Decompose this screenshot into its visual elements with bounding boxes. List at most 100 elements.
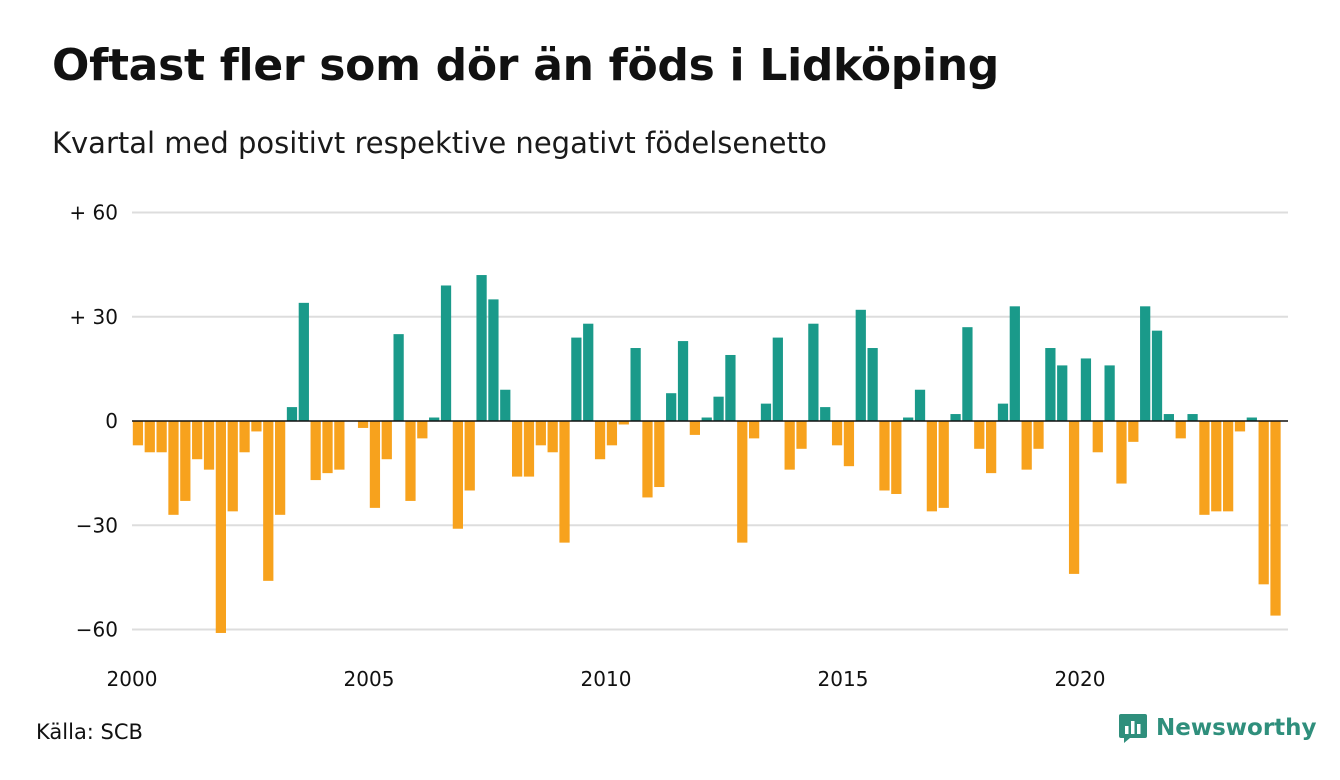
bar-positive [820, 407, 831, 421]
bar-negative [938, 421, 949, 508]
bar-negative [156, 421, 167, 453]
grid-lines [132, 211, 1288, 631]
bar-negative [547, 421, 558, 453]
bar-positive [701, 417, 712, 421]
bar-positive [440, 285, 452, 422]
bar-positive [997, 403, 1009, 422]
bars [132, 275, 1281, 633]
bar-negative [523, 421, 535, 477]
bar-negative [642, 421, 653, 498]
bar-negative [132, 421, 144, 446]
x-tick-label: 2020 [1055, 667, 1106, 691]
bar-negative [891, 421, 902, 494]
bar-positive [500, 389, 511, 422]
bar-negative [1211, 421, 1222, 512]
bar-negative [512, 421, 523, 477]
bar-positive [760, 403, 772, 422]
bar-negative [618, 421, 629, 425]
newsworthy-logo-icon [1119, 714, 1147, 743]
bar-positive [725, 354, 736, 422]
bar-positive [867, 348, 878, 421]
bar-positive [962, 327, 973, 422]
bar-positive [1104, 365, 1115, 421]
bar-negative [203, 421, 215, 470]
y-axis-ticks: + 60 + 30 0 −30 −60 [69, 201, 118, 642]
y-tick-label: + 60 [69, 201, 118, 225]
bar-positive [476, 275, 487, 421]
y-tick-label: + 30 [69, 305, 118, 329]
y-tick-label: −60 [76, 618, 118, 642]
bar-positive [630, 348, 641, 421]
bar-positive [298, 302, 309, 421]
x-tick-label: 2005 [344, 667, 395, 691]
bar-negative [1270, 421, 1281, 616]
bar-negative [417, 421, 428, 439]
bar-negative [986, 421, 997, 474]
bar-negative [1033, 421, 1044, 449]
bar-positive [914, 389, 926, 422]
brand-name: Newsworthy [1156, 715, 1317, 741]
bar-positive [1187, 414, 1198, 421]
bar-negative [1258, 421, 1269, 585]
bar-positive [1045, 348, 1056, 421]
bar-negative [1199, 421, 1210, 515]
bar-negative [144, 421, 155, 453]
bar-positive [286, 407, 298, 421]
bar-negative [926, 421, 937, 512]
bar-positive [666, 393, 677, 421]
bar-positive [571, 337, 582, 421]
bar-positive [677, 341, 689, 421]
bar-negative [275, 421, 286, 515]
bar-negative [168, 421, 179, 515]
bar-positive [1246, 417, 1257, 421]
bar-negative [879, 421, 890, 491]
bar-positive [903, 417, 914, 421]
bar-negative [1234, 421, 1246, 432]
x-tick-label: 2000 [107, 667, 158, 691]
bar-negative [594, 421, 606, 460]
bar-negative [784, 421, 795, 470]
bar-negative [654, 421, 665, 488]
bar-positive [950, 414, 961, 421]
bar-negative [535, 421, 546, 446]
bar-negative [369, 421, 381, 508]
x-tick-label: 2010 [581, 667, 632, 691]
bar-negative [452, 421, 463, 529]
bar-positive [1009, 306, 1020, 421]
bar-negative [1092, 421, 1103, 453]
bar-positive [583, 323, 594, 421]
y-tick-label: −30 [76, 513, 118, 537]
bar-negative [334, 421, 345, 470]
bar-positive [393, 334, 404, 422]
bar-negative [227, 421, 238, 512]
chart-title: Oftast fler som dör än föds i Lidköping [52, 40, 999, 91]
bar-negative [843, 421, 855, 467]
bar-negative [689, 421, 700, 435]
bar-positive [713, 396, 724, 421]
bar-positive [1151, 330, 1163, 421]
bar-negative [215, 421, 226, 633]
bar-negative [322, 421, 333, 474]
bar-negative [357, 421, 369, 428]
x-tick-label: 2015 [818, 667, 869, 691]
y-tick-label: 0 [105, 409, 118, 433]
newsworthy-brand: Newsworthy [1118, 712, 1317, 744]
bar-positive [772, 337, 783, 421]
bar-negative [831, 421, 843, 446]
bar-positive [1140, 306, 1151, 421]
bar-positive [808, 323, 819, 421]
bar-positive [429, 417, 440, 421]
bar-positive [1080, 358, 1092, 421]
bar-negative [749, 421, 760, 439]
bar-negative [1175, 421, 1186, 439]
bar-negative [974, 421, 985, 449]
bar-positive [1057, 365, 1068, 421]
bar-negative [263, 421, 274, 581]
bar-negative [737, 421, 748, 543]
bar-negative [606, 421, 618, 446]
bar-negative [180, 421, 191, 501]
bar-negative [1116, 421, 1127, 484]
bar-negative [559, 421, 570, 543]
bar-negative [796, 421, 807, 449]
bar-positive [488, 299, 499, 422]
